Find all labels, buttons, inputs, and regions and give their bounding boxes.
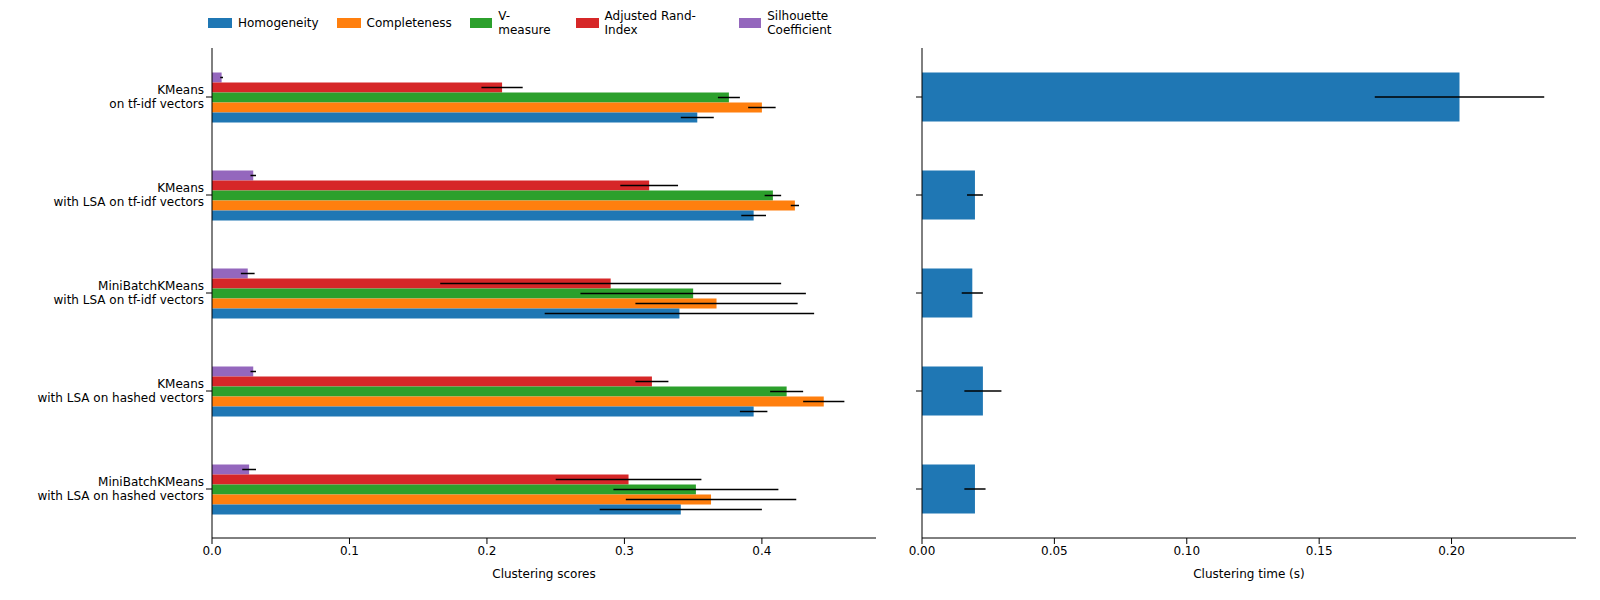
svg-text:0.0: 0.0 [202, 544, 221, 558]
svg-text:Clustering time (s): Clustering time (s) [1193, 567, 1305, 581]
html-text:Silhouette Coefficient: Silhouette Coefficient [767, 9, 832, 37]
html-text:Homogeneity: Homogeneity [238, 16, 319, 30]
svg-text:0.2: 0.2 [477, 544, 496, 558]
svg-text:0.00: 0.00 [909, 544, 936, 558]
svg-text:0.3: 0.3 [615, 544, 634, 558]
html-text:Completeness: Completeness [366, 16, 452, 30]
html-text:Adjusted Rand-Index: Adjusted Rand-Index [604, 9, 696, 37]
svg-text:MiniBatchKMeanswith LSA on has: MiniBatchKMeanswith LSA on hashed vector… [37, 475, 204, 503]
svg-text:KMeanswith LSA on tf-idf vecto: KMeanswith LSA on tf-idf vectors [54, 181, 205, 209]
svg-text:0.10: 0.10 [1173, 544, 1200, 558]
svg-text:0.15: 0.15 [1306, 544, 1333, 558]
svg-text:KMeanswith LSA on hashed vecto: KMeanswith LSA on hashed vectors [37, 377, 204, 405]
html-text:V-measure: V-measure [498, 9, 551, 37]
svg-text:0.20: 0.20 [1438, 544, 1465, 558]
svg-text:0.05: 0.05 [1041, 544, 1068, 558]
svg-text:KMeanson tf-idf vectors: KMeanson tf-idf vectors [109, 83, 204, 111]
svg-text:0.4: 0.4 [752, 544, 771, 558]
svg-text:Clustering scores: Clustering scores [492, 567, 595, 581]
svg-text:MiniBatchKMeanswith LSA on tf-: MiniBatchKMeanswith LSA on tf-idf vector… [54, 279, 205, 307]
svg-text:0.1: 0.1 [340, 544, 359, 558]
